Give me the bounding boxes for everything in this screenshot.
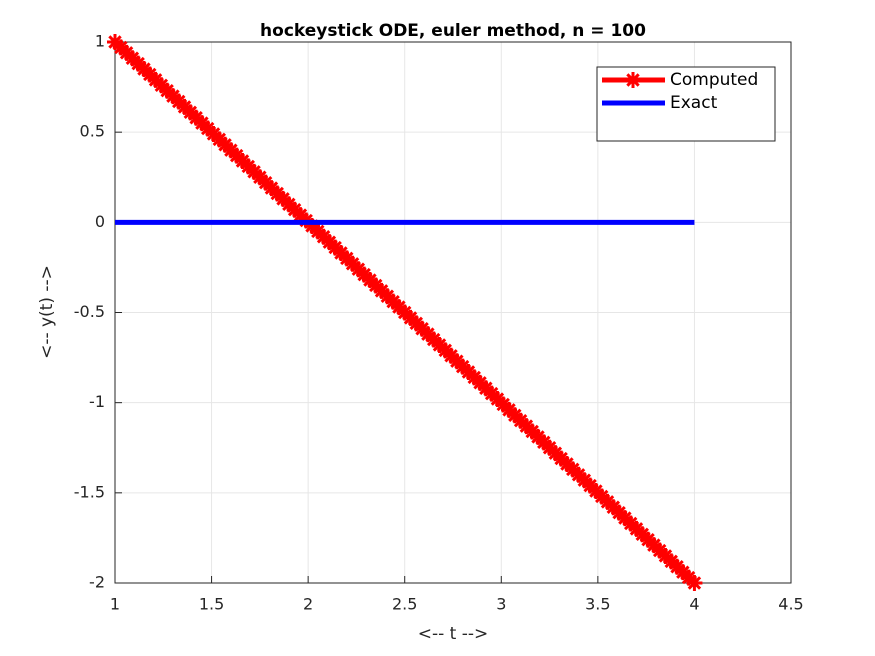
y-tick-label: 0 [95,212,105,231]
x-axis-label: <-- t --> [418,624,489,644]
x-tick-label: 3 [496,595,506,614]
y-tick-label: 0.5 [80,122,105,141]
x-tick-label: 3.5 [585,595,610,614]
legend-label: Exact [670,93,718,113]
x-tick-label: 4 [689,595,699,614]
y-tick-label: -2 [89,573,105,592]
legend-marker [625,72,641,88]
x-tick-label: 4.5 [778,595,803,614]
x-tick-label: 2 [303,595,313,614]
x-tick-label: 1.5 [199,595,224,614]
y-tick-label: 1 [95,32,105,51]
x-tick-label: 2.5 [392,595,417,614]
marker [686,575,703,591]
chart-title: hockeystick ODE, euler method, n = 100 [260,21,646,41]
y-tick-label: -1.5 [74,482,105,501]
y-tick-label: -1 [89,392,105,411]
legend-label: Computed [670,70,758,90]
x-tick-label: 1 [110,595,120,614]
plot-frame [114,41,792,584]
y-tick-label: -0.5 [74,302,105,321]
y-axis-label: <-- y(t) --> [37,265,57,359]
